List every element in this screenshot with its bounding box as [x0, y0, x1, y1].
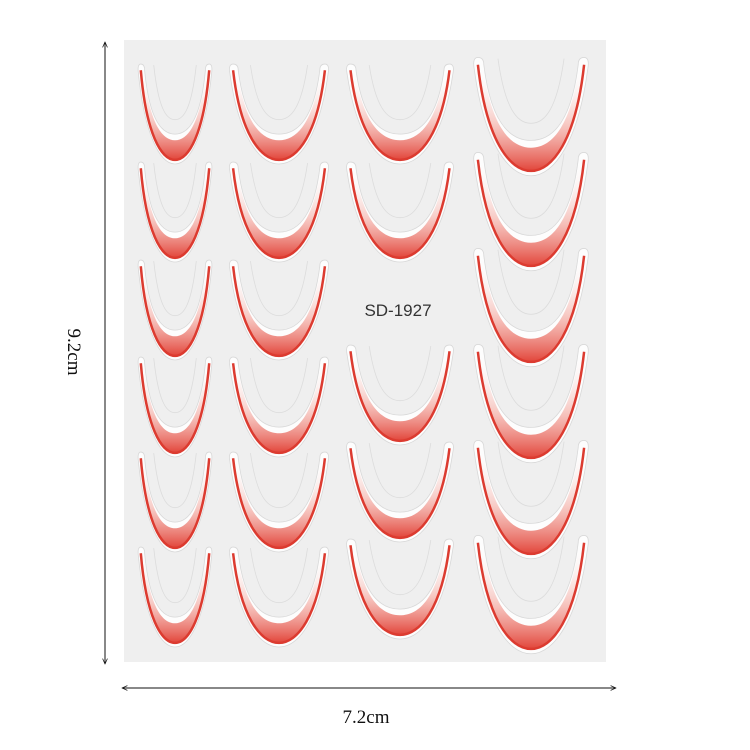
product-code: SD-1927 — [364, 301, 431, 320]
width-label: 7.2cm — [343, 707, 390, 728]
height-label: 9.2cm — [63, 329, 84, 376]
